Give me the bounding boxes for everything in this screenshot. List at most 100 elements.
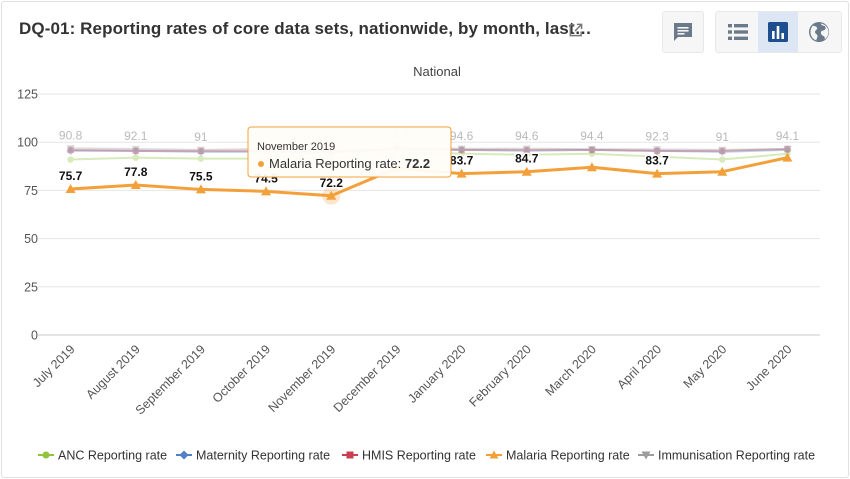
- data-point: [326, 190, 337, 200]
- data-label: 83.7: [450, 154, 474, 168]
- legend-label: Immunisation Reporting rate: [658, 449, 815, 463]
- map-view-button[interactable]: [799, 12, 839, 52]
- data-point: [458, 146, 465, 154]
- data-point: [719, 156, 726, 163]
- data-point: [196, 147, 206, 157]
- data-label: 84.7: [515, 152, 539, 166]
- data-point: [457, 145, 466, 153]
- legend-item[interactable]: Malaria Reporting rate: [486, 449, 630, 463]
- legend-label: Malaria Reporting rate: [506, 449, 630, 463]
- data-label: 94.4: [580, 129, 604, 143]
- tooltip-box: [247, 126, 452, 178]
- data-point: [67, 146, 74, 154]
- view-switcher: [715, 11, 842, 53]
- x-tick-label: August 2019: [83, 342, 143, 402]
- data-point: [587, 145, 597, 155]
- legend-marker: [179, 450, 189, 460]
- data-label: 94.1: [776, 129, 800, 143]
- data-point: [522, 146, 531, 156]
- data-point: [132, 154, 139, 161]
- data-point: [653, 147, 661, 155]
- chart-view-icon: [768, 22, 788, 42]
- data-point: [652, 146, 662, 156]
- legend-item[interactable]: Immunisation Reporting rate: [638, 449, 815, 463]
- y-tick-label: 50: [24, 232, 38, 246]
- x-tick-label: January 2020: [405, 342, 468, 405]
- x-tick-label: September 2019: [133, 342, 208, 417]
- x-tick-label: December 2019: [331, 342, 404, 415]
- data-point: [197, 147, 205, 155]
- chart-view-button[interactable]: [758, 12, 798, 52]
- data-point: [521, 166, 532, 176]
- y-tick-label: 75: [24, 184, 38, 198]
- data-point: [717, 166, 728, 176]
- data-point: [458, 150, 465, 157]
- data-point: [586, 162, 597, 172]
- legend-item[interactable]: HMIS Reporting rate: [342, 449, 476, 463]
- data-point: [782, 152, 793, 162]
- data-point: [66, 146, 75, 156]
- x-tick-label: April 2020: [614, 342, 664, 392]
- data-point: [132, 147, 139, 155]
- legend-item[interactable]: Maternity Reporting rate: [176, 449, 330, 463]
- data-label: 75.5: [189, 169, 213, 183]
- data-point: [457, 145, 466, 155]
- interpretations-icon: [674, 23, 692, 41]
- data-point: [196, 146, 206, 155]
- tooltip-series-label: Malaria Reporting rate:: [269, 156, 405, 171]
- tooltip-value: 72.2: [405, 156, 430, 171]
- data-label: 94.6: [450, 129, 474, 143]
- x-tick-label: October 2019: [210, 342, 273, 405]
- legend-marker: [641, 451, 651, 460]
- data-point: [652, 146, 662, 154]
- data-point: [67, 156, 74, 163]
- data-label: 75.7: [59, 169, 83, 183]
- data-point: [522, 145, 531, 153]
- data-label: 91: [716, 130, 730, 144]
- y-tick-label: 100: [17, 136, 38, 150]
- table-view-button[interactable]: [718, 12, 758, 52]
- hover-halo: [322, 186, 341, 205]
- data-label: 83.7: [645, 154, 669, 168]
- tooltip-series: Malaria Reporting rate: 72.2: [269, 156, 430, 171]
- data-label: 91: [194, 130, 208, 144]
- data-point: [588, 150, 596, 157]
- x-tick-label: November 2019: [266, 342, 339, 415]
- data-point: [783, 145, 792, 154]
- legend-label: Maternity Reporting rate: [196, 449, 330, 463]
- data-point: [652, 168, 663, 178]
- data-point: [65, 184, 76, 194]
- table-view-icon: [728, 24, 748, 40]
- open-external-icon[interactable]: [568, 23, 583, 38]
- legend-item[interactable]: ANC Reporting rate: [38, 449, 167, 463]
- data-point: [456, 168, 467, 178]
- data-point: [130, 180, 141, 190]
- interpretations-button[interactable]: [662, 11, 704, 53]
- data-point: [718, 146, 727, 155]
- y-tick-label: 0: [31, 329, 38, 343]
- data-point: [523, 146, 530, 154]
- data-label: 92.3: [645, 129, 669, 143]
- y-tick-label: 25: [24, 280, 38, 294]
- data-point: [718, 147, 727, 157]
- data-point: [66, 145, 75, 153]
- x-tick-label: May 2020: [681, 342, 730, 391]
- y-tick-label: 125: [17, 88, 38, 102]
- data-point: [653, 153, 661, 160]
- legend-marker: [489, 450, 499, 459]
- legend-label: ANC Reporting rate: [58, 449, 167, 463]
- x-tick-label: March 2020: [542, 342, 599, 399]
- data-point: [523, 151, 530, 158]
- data-point: [588, 146, 596, 154]
- tooltip-bullet: [258, 161, 264, 167]
- globe-icon: [809, 22, 829, 42]
- data-label: 90.8: [59, 128, 83, 142]
- chart-subtitle: National: [413, 64, 461, 79]
- data-label: 94.6: [515, 129, 539, 143]
- x-tick-label: February 2020: [466, 342, 533, 409]
- data-point: [261, 186, 272, 196]
- data-point: [195, 184, 206, 194]
- data-label: 77.8: [124, 165, 148, 179]
